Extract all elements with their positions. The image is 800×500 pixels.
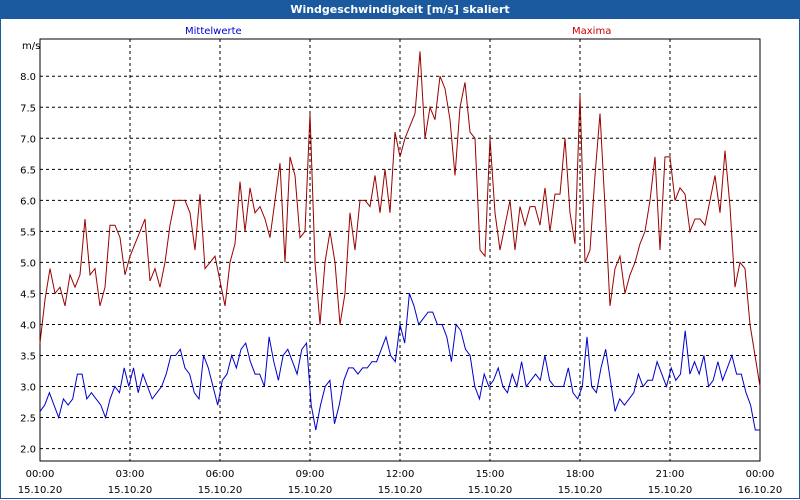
series-lines [39, 51, 761, 431]
x-tick-time: 12:00 [386, 469, 415, 480]
y-tick-label: 6.5 [20, 165, 36, 176]
y-axis-ticks: 2.0 2.5 3.0 3.5 4.0 4.5 5.0 5.5 6.0 6.5 7.0 7.5 8.0 [20, 72, 36, 455]
y-tick-label: 5.5 [20, 227, 36, 238]
y-tick-label: 4.5 [20, 289, 36, 300]
x-tick-date: 15.10.20 [198, 485, 243, 496]
x-tick-time: 00:00 [746, 469, 775, 480]
x-tick-date: 15.10.20 [558, 485, 603, 496]
legend-mittelwerte: Mittelwerte [185, 26, 242, 37]
x-tick-date: 15.10.20 [288, 485, 333, 496]
plot-area-border [39, 38, 761, 462]
x-tick-date: 15.10.20 [468, 485, 513, 496]
x-tick-time: 06:00 [206, 469, 235, 480]
x-tick-time: 00:00 [26, 469, 55, 480]
y-tick-label: 4.0 [20, 320, 36, 331]
x-tick-time: 21:00 [656, 469, 685, 480]
x-axis-ticks: 00:00 15.10.20 03:00 15.10.20 06:00 15.10.20 0… [18, 469, 783, 496]
grid [40, 39, 760, 461]
x-tick-date: 15.10.20 [378, 485, 423, 496]
series-line-maxima [39, 51, 761, 387]
y-tick-label: 6.0 [20, 196, 36, 207]
chart-title: Windgeschwindigkeit [m/s] skaliert [0, 0, 800, 19]
y-tick-label: 7.0 [20, 134, 36, 145]
series-line-mittelwerte [39, 293, 760, 431]
legend-maxima: Maxima [572, 26, 612, 37]
x-tick-time: 03:00 [116, 469, 145, 480]
y-tick-label: 5.0 [20, 258, 36, 269]
x-tick-date: 15.10.20 [18, 485, 63, 496]
x-tick-time: 18:00 [566, 469, 595, 480]
y-tick-label: 2.0 [20, 445, 36, 456]
x-tick-date: 15.10.20 [108, 485, 153, 496]
y-axis-unit-label: m/s [22, 41, 40, 52]
x-tick-date: 15.10.20 [648, 485, 693, 496]
x-tick-time: 15:00 [476, 469, 505, 480]
x-tick-date: 16.10.20 [738, 485, 783, 496]
y-tick-label: 3.5 [20, 352, 36, 363]
y-tick-label: 7.5 [20, 103, 36, 114]
x-tick-time: 09:00 [296, 469, 325, 480]
y-tick-label: 2.5 [20, 414, 36, 425]
y-tick-label: 8.0 [20, 72, 36, 83]
y-tick-label: 3.0 [20, 383, 36, 394]
